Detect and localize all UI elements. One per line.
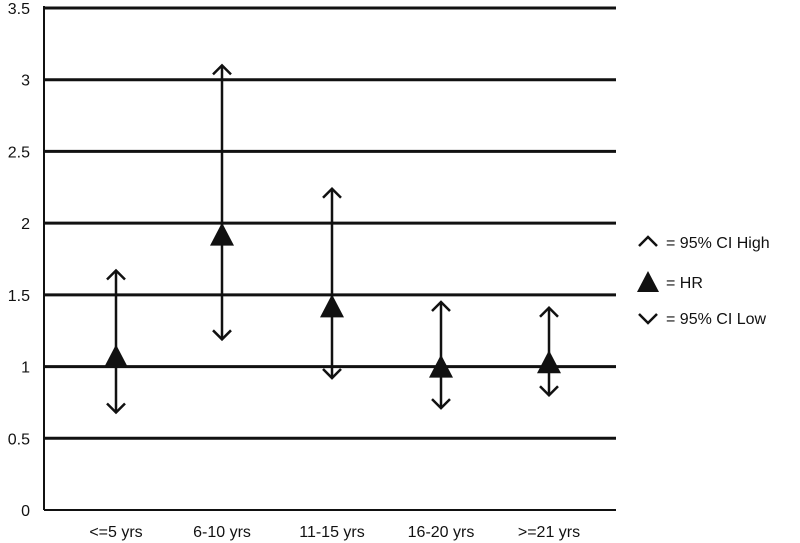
ci-low-arrow [322, 368, 342, 380]
x-tick-label: 6-10 yrs [193, 524, 251, 541]
legend-label: = HR [666, 275, 703, 292]
ci-low-arrow [539, 385, 559, 398]
hr-marker [320, 294, 344, 318]
y-tick-label: 1.5 [8, 288, 30, 305]
ci-low-arrow [431, 398, 451, 410]
hr-marker [537, 350, 561, 374]
legend-label: = 95% CI Low [666, 311, 767, 328]
y-tick-label: 0.5 [8, 431, 30, 448]
x-tick-label: >=21 yrs [518, 524, 580, 541]
ci-high-arrow [106, 268, 126, 281]
y-tick-label: 3 [21, 73, 30, 90]
ci-low-arrow [212, 329, 232, 342]
hr-marker [104, 344, 128, 368]
hr-marker [210, 222, 234, 246]
x-tick-labels: <=5 yrs 6-10 yrs 11-15 yrs 16-20 yrs >=21 yr… [89, 524, 580, 541]
ci-high-arrow [322, 186, 342, 199]
y-tick-labels: 0 0.5 1 1.5 2 2.5 3 3.5 [8, 1, 30, 520]
legend-ci-high-icon [638, 235, 658, 247]
y-tick-label: 3.5 [8, 1, 30, 18]
y-tick-label: 2.5 [8, 144, 30, 161]
legend-ci-low-icon [638, 313, 658, 325]
x-tick-label: 16-20 yrs [408, 524, 475, 541]
y-tick-label: 0 [21, 503, 30, 520]
legend-label: = 95% CI High [666, 235, 770, 252]
hr-marker [429, 354, 453, 378]
ci-low-arrow [106, 402, 126, 415]
ci-high-arrow [431, 300, 451, 312]
y-tick-label: 2 [21, 216, 30, 233]
x-tick-label: 11-15 yrs [299, 524, 365, 541]
legend: = 95% CI High = HR = 95% CI Low [637, 235, 770, 328]
y-tick-label: 1 [21, 360, 30, 377]
ci-high-arrow [212, 63, 232, 76]
axes [43, 6, 616, 511]
legend-hr-icon [637, 271, 659, 292]
data-marks [104, 63, 561, 415]
gridlines [44, 6, 616, 440]
ci-high-arrow [539, 305, 559, 318]
x-tick-label: <=5 yrs [89, 524, 142, 541]
